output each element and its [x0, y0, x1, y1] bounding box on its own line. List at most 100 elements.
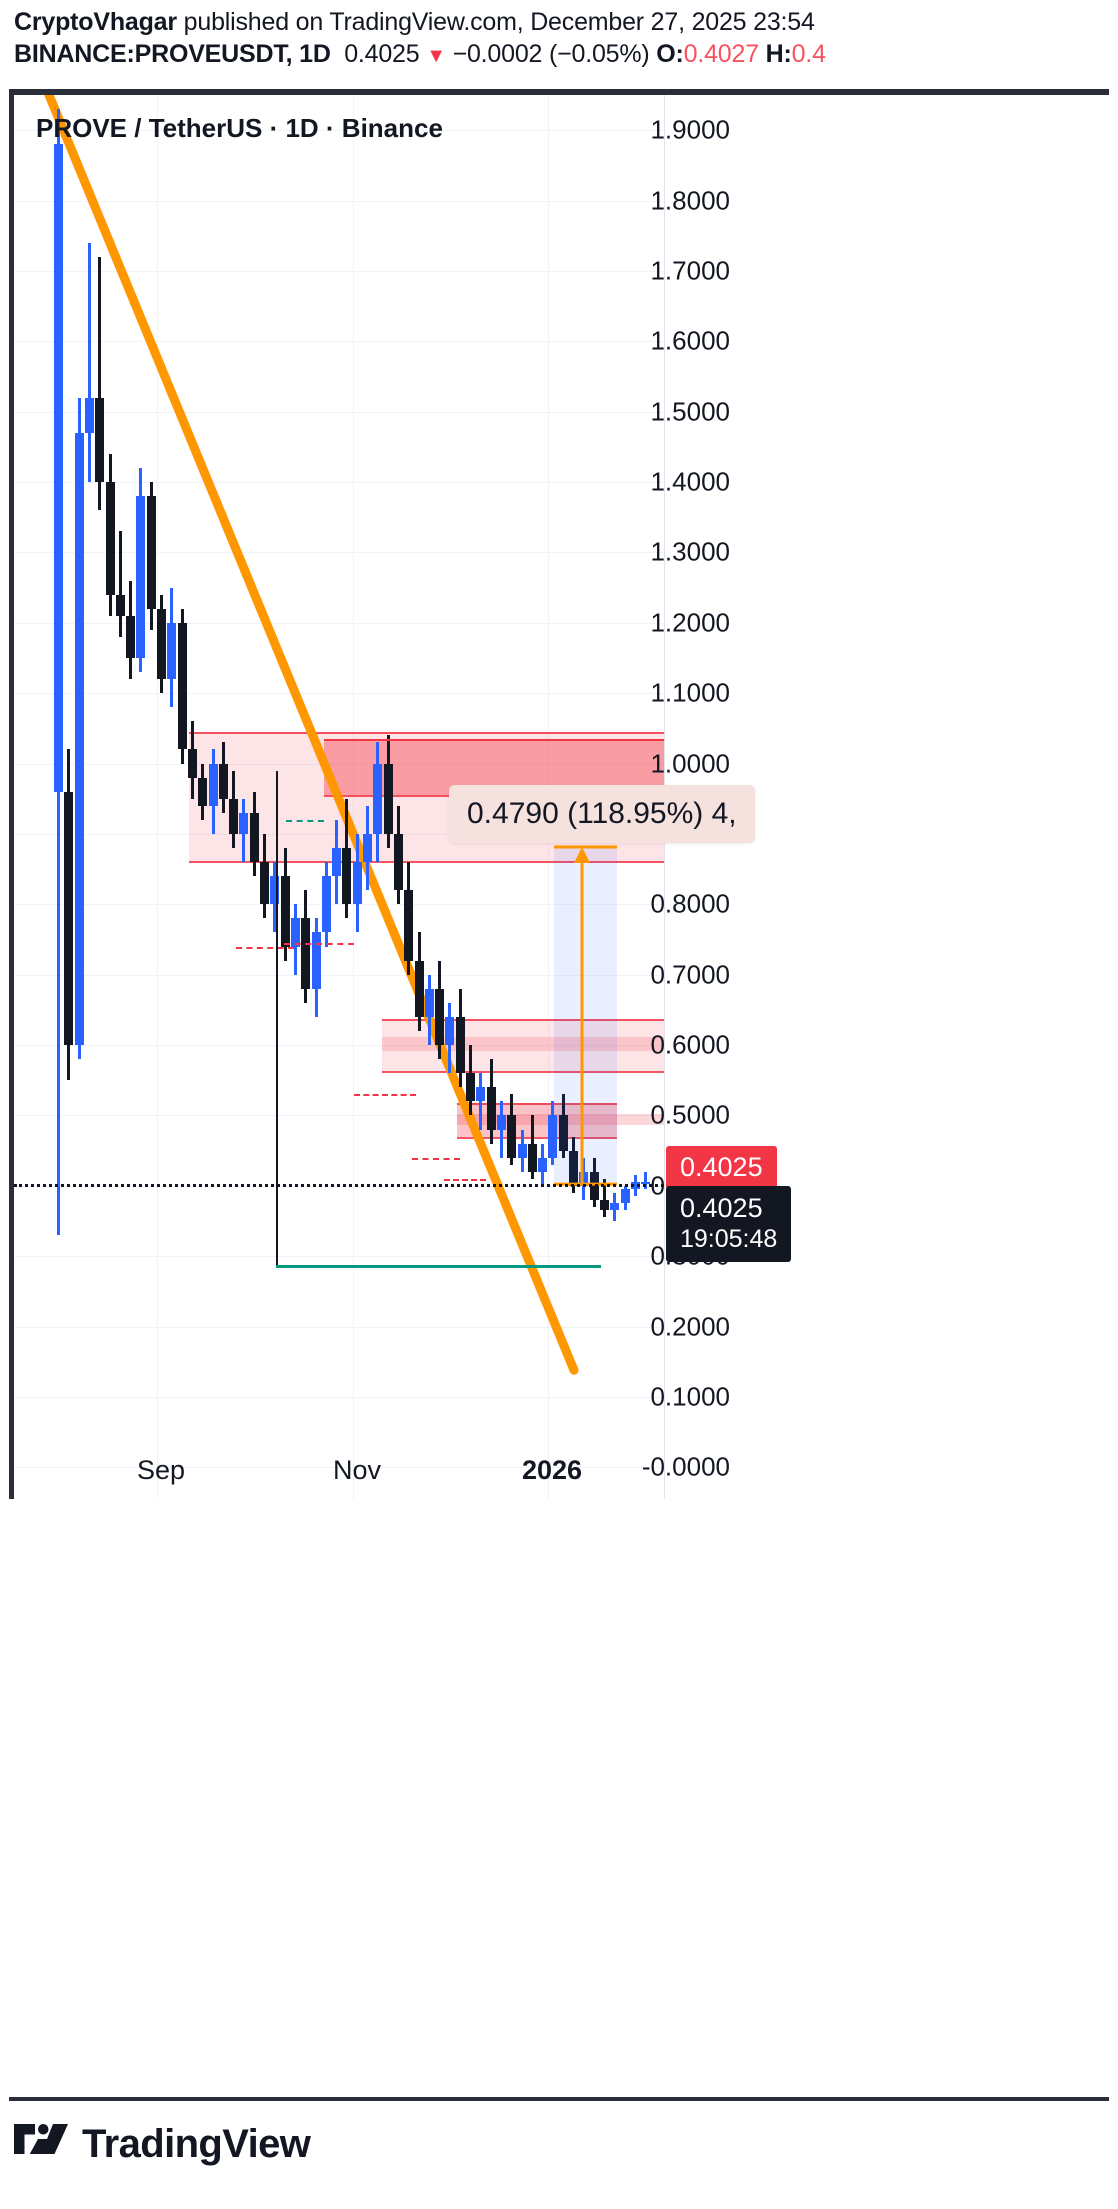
candle-body	[84, 397, 94, 433]
candle-body	[620, 1189, 630, 1204]
time-tick-label: Sep	[136, 1455, 186, 1485]
candle-wick	[479, 1073, 483, 1130]
high-label: H:	[765, 40, 792, 68]
time-tick-label: Nov	[332, 1455, 382, 1485]
candle-body	[105, 482, 115, 595]
supply-zone-mid-edge	[382, 1071, 664, 1074]
countdown-price: 0.4025	[680, 1193, 763, 1224]
candle-body	[301, 918, 311, 989]
candle-body	[476, 1087, 486, 1102]
candle-body	[393, 833, 403, 891]
candle-body	[260, 862, 269, 905]
tradingview-mark-icon	[14, 2123, 68, 2154]
price-tick-label: 1.7000	[650, 255, 730, 286]
measurement-box[interactable]	[554, 846, 617, 1185]
price-tick-label: 1.9000	[650, 114, 730, 145]
candle-body	[558, 1115, 568, 1151]
price-tag-countdown: 0.4025 19:05:48	[666, 1186, 792, 1263]
candle-body	[270, 876, 280, 905]
candle-body	[136, 496, 146, 658]
candle-wick	[118, 531, 122, 637]
supply-zone-mid-edge	[382, 1019, 664, 1022]
candle-body	[64, 791, 74, 1046]
candle-body	[579, 1171, 589, 1186]
chart-container[interactable]: PROVE / TetherUS · 1D · Binance USDT 1.9…	[9, 89, 1109, 1499]
chart-plot-area[interactable]	[14, 95, 664, 1499]
candle-body	[74, 432, 84, 1046]
candle-body	[177, 622, 187, 750]
supply-zone-mid-core	[382, 1036, 664, 1051]
measurement-label: 0.4790 (118.95%) 4,	[449, 784, 755, 843]
candle-body	[321, 876, 331, 933]
open-value: 0.4027	[683, 40, 759, 68]
price-tick-label: 1.6000	[650, 325, 730, 356]
candle-body	[641, 1182, 651, 1185]
candle-body	[527, 1143, 537, 1172]
header-publish-line: CryptoVhagar published on TradingView.co…	[14, 6, 1118, 38]
candle-body	[383, 763, 393, 834]
candle-body	[126, 615, 136, 658]
candle-body	[95, 397, 105, 483]
publication-header: CryptoVhagar published on TradingView.co…	[14, 6, 1118, 72]
weak-low-connector	[276, 770, 278, 1265]
header-quote-line: BINANCE:PROVEUSDT, 1D 0.4025 ▼ −0.0002 (…	[14, 38, 1118, 72]
price-tick-label: 1.5000	[650, 396, 730, 427]
candle-wick	[499, 1101, 503, 1158]
candle-body	[332, 848, 342, 877]
candle-body	[342, 848, 352, 905]
candle-body	[486, 1087, 496, 1130]
candle-body	[466, 1073, 475, 1102]
candle-body	[54, 144, 63, 792]
candle-body	[146, 496, 156, 609]
bos-line-3	[412, 1157, 460, 1160]
price-tick-label: 0.6000	[650, 1029, 730, 1060]
price-tick-label: 1.2000	[650, 607, 730, 638]
chart-title: PROVE / TetherUS · 1D · Binance	[36, 113, 443, 143]
candle-wick	[644, 1171, 648, 1190]
price-tick-label: 0.8000	[650, 888, 730, 919]
candle-body	[599, 1199, 609, 1211]
candle-wick	[87, 242, 91, 483]
candle-body	[208, 763, 218, 806]
candle-body	[424, 988, 434, 1017]
candle-body	[218, 763, 228, 799]
candle-body	[167, 622, 177, 680]
candle-body	[229, 798, 239, 834]
candle-body	[187, 749, 197, 778]
price-tick-label: 1.3000	[650, 536, 730, 567]
candle-body	[311, 932, 321, 989]
price-tick-label: 0.5000	[650, 1099, 730, 1130]
down-triangle-icon: ▼	[426, 45, 446, 67]
candle-wick	[602, 1178, 606, 1218]
symbol-label: BINANCE:PROVEUSDT, 1D	[14, 40, 331, 68]
candle-wick	[98, 256, 102, 511]
candle-body	[249, 812, 259, 863]
candle-body	[280, 876, 290, 947]
last-price: 0.4025	[344, 40, 420, 68]
price-tick-label: -0.0000	[641, 1451, 730, 1482]
candle-body	[373, 763, 383, 834]
price-tick-label: 1.4000	[650, 466, 730, 497]
candle-body	[455, 1016, 465, 1074]
candle-body	[538, 1157, 548, 1172]
price-tick-label: 0.1000	[650, 1381, 730, 1412]
weak-high-line	[324, 738, 664, 741]
current-price-line	[14, 1184, 664, 1188]
publish-text: published on TradingView.com, December 2…	[176, 8, 815, 36]
author-name: CryptoVhagar	[14, 8, 177, 36]
candle-body	[445, 1016, 455, 1046]
candle-body	[363, 833, 372, 863]
tradingview-wordmark: TradingView	[82, 2122, 311, 2166]
price-tick-label: 0.7000	[650, 959, 730, 990]
choch-line-1	[286, 819, 324, 822]
candle-body	[352, 862, 362, 905]
supply-zone-upper-light-edge	[189, 731, 664, 734]
candle-body	[435, 988, 445, 1046]
candle-body	[404, 890, 414, 961]
candle-body	[496, 1115, 506, 1130]
open-label: O:	[656, 40, 684, 68]
candle-body	[198, 777, 208, 806]
time-tick-label: 2026	[521, 1455, 583, 1485]
candle-body	[290, 918, 300, 947]
